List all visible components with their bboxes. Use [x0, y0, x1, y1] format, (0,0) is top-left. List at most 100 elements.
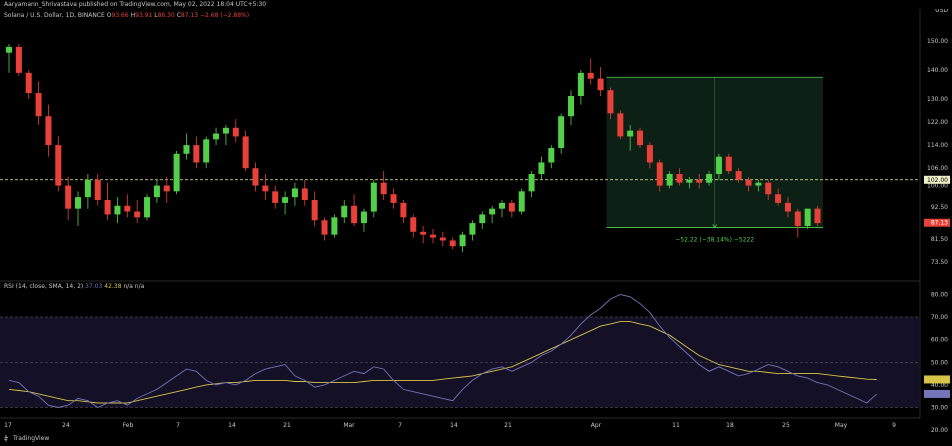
candle-body[interactable] [804, 208, 811, 226]
candle-body[interactable] [656, 162, 663, 186]
candle-body[interactable] [360, 211, 367, 224]
candle-body[interactable] [84, 179, 91, 198]
candle-body[interactable] [775, 194, 782, 203]
candle-body[interactable] [439, 237, 446, 241]
candle-body[interactable] [94, 179, 101, 200]
candle-body[interactable] [706, 174, 713, 183]
candle-body[interactable] [577, 72, 584, 96]
candle-body[interactable] [351, 205, 358, 224]
candle-body[interactable] [183, 145, 190, 154]
candle-body[interactable] [35, 93, 42, 117]
rsi-line[interactable] [8, 294, 878, 409]
candle-body[interactable] [15, 46, 22, 73]
price-axis-tick: 130.00 [927, 96, 948, 103]
candle-body[interactable] [65, 185, 72, 209]
candle-body[interactable] [627, 130, 634, 137]
candle-body[interactable] [55, 145, 62, 186]
candle-body[interactable] [153, 185, 160, 198]
candle-body[interactable] [735, 171, 742, 180]
candle-body[interactable] [104, 200, 111, 215]
candle-body[interactable] [6, 46, 12, 53]
candle-body[interactable] [568, 96, 575, 117]
candle-body[interactable] [794, 211, 801, 226]
candle-body[interactable] [282, 197, 289, 203]
candle-body[interactable] [637, 130, 644, 146]
candle-body[interactable] [607, 90, 614, 114]
candle-body[interactable] [331, 217, 338, 235]
rsi-legend: RSI (14, close, SMA, 14, 2) 37.03 42.38 … [4, 283, 144, 291]
candle-body[interactable] [134, 211, 141, 218]
candle-body[interactable] [715, 156, 722, 174]
candle-body[interactable] [173, 153, 180, 192]
candle-body[interactable] [301, 188, 308, 200]
candle-body[interactable] [400, 202, 407, 218]
candle-body[interactable] [676, 174, 683, 183]
candle-body[interactable] [163, 185, 170, 192]
candle-body[interactable] [429, 234, 436, 238]
time-axis-tick: Mar [343, 422, 355, 429]
candle-body[interactable] [499, 202, 505, 209]
time-axis-tick: 14 [450, 422, 458, 429]
rsi-sma-line[interactable] [8, 321, 877, 404]
candle-body[interactable] [755, 182, 762, 186]
candle-body[interactable] [489, 208, 496, 215]
price-axis-tick: 100.00 [927, 183, 948, 190]
candle-body[interactable] [213, 133, 220, 140]
high-label: H [130, 12, 136, 19]
candle-body[interactable] [45, 116, 52, 146]
candle-body[interactable] [745, 179, 752, 186]
candle-body[interactable] [203, 139, 210, 163]
candle-body[interactable] [449, 240, 456, 247]
rsi-indicator-name[interactable]: RSI (14, close, SMA, 14, 2) [4, 283, 84, 290]
price-axis-tick: 140.00 [927, 67, 948, 74]
candle-body[interactable] [193, 145, 200, 163]
candle-body[interactable] [459, 234, 466, 247]
publisher-text: Aaryamann_Shrivastava published on Tradi… [4, 1, 267, 8]
candle-body[interactable] [617, 113, 624, 137]
candle-body[interactable] [272, 191, 279, 203]
candle-body[interactable] [597, 78, 604, 91]
candle-body[interactable] [508, 202, 515, 212]
candle-body[interactable] [124, 205, 131, 212]
candle-body[interactable] [518, 191, 525, 212]
candle-body[interactable] [410, 217, 417, 232]
candle-body[interactable] [75, 197, 82, 209]
candle-body[interactable] [558, 116, 565, 148]
candle-body[interactable] [528, 174, 535, 192]
price-axis-tick: 106.00 [927, 165, 948, 172]
candle-body[interactable] [25, 72, 32, 94]
candle-body[interactable] [666, 174, 673, 186]
candle-body[interactable] [479, 214, 486, 224]
candle-body[interactable] [252, 168, 259, 186]
candle-body[interactable] [341, 205, 348, 218]
candle-body[interactable] [114, 205, 121, 215]
candle-body[interactable] [784, 202, 791, 212]
candle-body[interactable] [262, 185, 269, 192]
candle-body[interactable] [242, 136, 249, 169]
candle-body[interactable] [548, 148, 555, 163]
candle-body[interactable] [321, 220, 328, 235]
rsi-axis-tick: 70.00 [931, 314, 948, 321]
candle-body[interactable] [814, 208, 821, 224]
candle-body[interactable] [144, 197, 151, 218]
symbol-name[interactable]: Solana / U.S. Dollar, 1D, BINANCE [4, 12, 105, 19]
candle-body[interactable] [291, 188, 298, 198]
candle-body[interactable] [538, 162, 545, 174]
candle-body[interactable] [420, 231, 427, 235]
candle-body[interactable] [390, 194, 397, 203]
candle-body[interactable] [469, 223, 476, 235]
candle-body[interactable] [222, 127, 229, 134]
tradingview-logo-icon: ⫩ [4, 435, 9, 443]
candle-body[interactable] [232, 127, 239, 137]
candle-body[interactable] [725, 156, 732, 172]
candle-body[interactable] [311, 200, 318, 221]
candle-body[interactable] [686, 179, 693, 183]
candle-body[interactable] [765, 182, 772, 195]
change-value: −2.68 (−2.88%) [200, 12, 250, 19]
candle-body[interactable] [696, 179, 703, 183]
candle-body[interactable] [370, 182, 377, 212]
candle-body[interactable] [380, 182, 387, 195]
candle-body[interactable] [646, 145, 653, 163]
candle-body[interactable] [587, 72, 594, 79]
